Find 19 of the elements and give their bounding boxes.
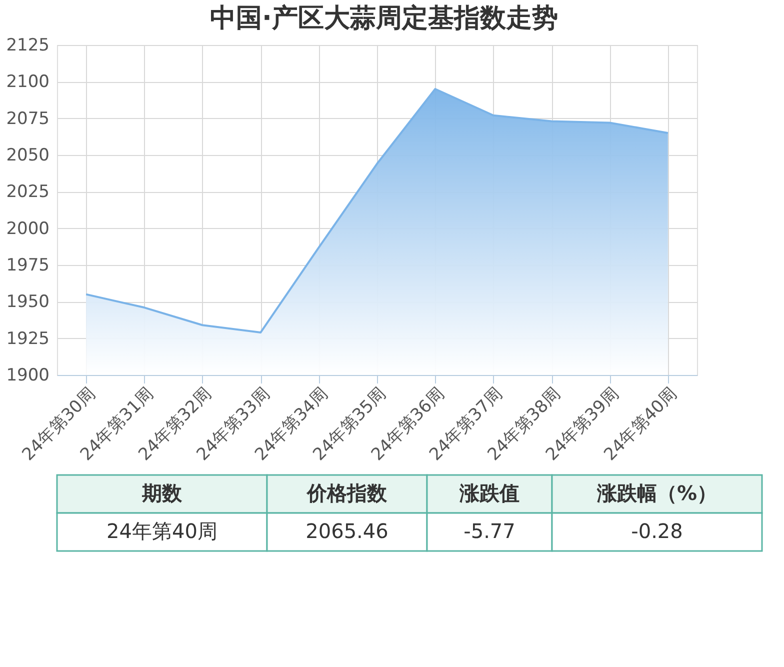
y-tick-label: 1950 [6,292,50,312]
text: 2065.46 [306,519,388,543]
y-tick-label: 2000 [6,218,50,239]
y-tick-label: 2100 [6,72,50,92]
y-tick-label: 2125 [6,36,50,56]
y-tick-label: 2075 [6,108,50,129]
y-tick-label: 1975 [6,256,50,276]
y-tick-label: 1925 [6,328,50,349]
text: -0.28 [631,519,683,543]
y-tick-label: 1900 [6,366,50,386]
y-tick-label: 2050 [6,146,50,166]
text: -5.77 [464,519,516,543]
y-tick-label: 2025 [6,182,50,202]
text: 期数 [141,481,183,505]
text: 涨跌幅（%） [596,481,718,505]
text: 涨跌值 [458,481,520,505]
text: 24年第40周 [106,519,218,543]
chart-title: 中国·产区大蒜周定基指数走势 [210,4,558,34]
text: 价格指数 [306,481,388,505]
